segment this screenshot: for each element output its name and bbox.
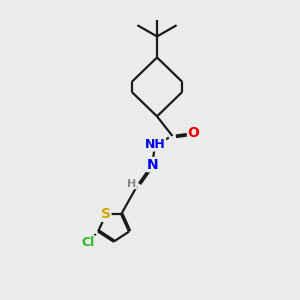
Text: NH: NH xyxy=(145,138,165,151)
Text: S: S xyxy=(101,207,111,221)
Text: O: O xyxy=(188,126,200,140)
Text: Cl: Cl xyxy=(82,236,95,249)
Text: H: H xyxy=(127,179,136,189)
Text: N: N xyxy=(146,158,158,172)
